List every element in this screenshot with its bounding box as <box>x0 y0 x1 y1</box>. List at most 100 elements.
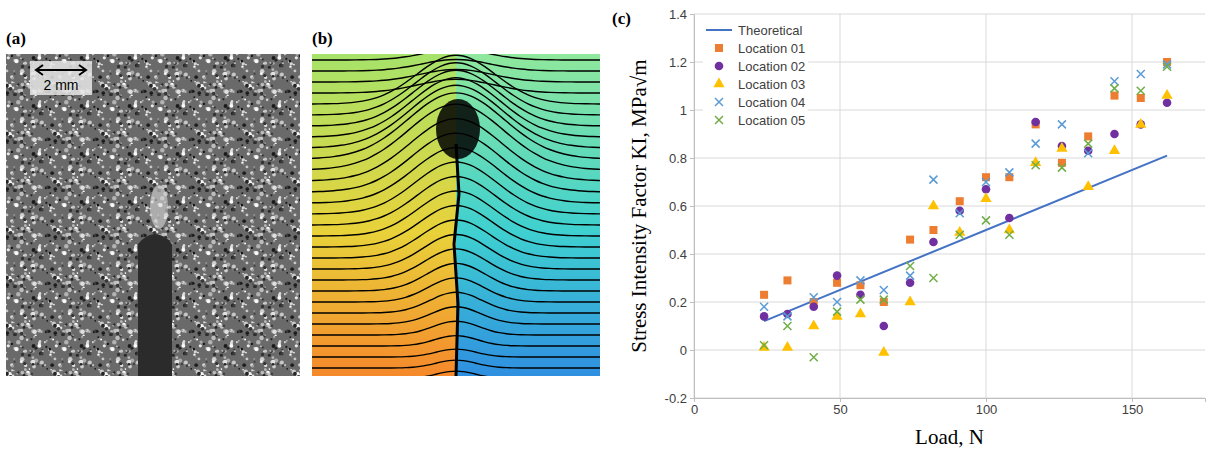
data-point <box>1084 132 1092 140</box>
grid-line-y <box>694 350 1205 351</box>
y-tick-mark <box>690 302 694 303</box>
data-point <box>1031 118 1040 127</box>
data-point <box>782 341 793 351</box>
y-tick-mark <box>690 62 694 63</box>
data-point <box>1137 94 1145 102</box>
data-point <box>906 272 914 280</box>
data-point <box>1084 140 1092 148</box>
y-tick: 0.8 <box>669 151 694 166</box>
data-point <box>929 176 937 184</box>
data-point <box>1083 180 1094 190</box>
data-point <box>1137 87 1145 95</box>
legend-entry: Location 02 <box>715 59 806 74</box>
x-axis: 050100150 <box>691 398 1206 417</box>
contour-field-left <box>312 54 456 376</box>
damage-zone <box>150 185 168 229</box>
data-point <box>929 226 937 234</box>
contour-field-right <box>456 54 600 376</box>
x-tick: 50 <box>833 398 847 417</box>
legend-label: Location 04 <box>738 95 805 110</box>
y-tick-label: 0.8 <box>669 151 687 166</box>
legend-label: Location 03 <box>738 77 805 92</box>
x-tick-label: 50 <box>833 402 847 417</box>
chart: 050100150-0.200.20.40.60.811.21.4Load, N… <box>627 7 1206 449</box>
y-tick-mark <box>690 254 694 255</box>
data-point <box>833 308 841 316</box>
scale-bar-patch <box>30 61 92 95</box>
series-points <box>758 89 1172 356</box>
grid-line-y <box>694 206 1205 207</box>
data-point <box>783 312 791 320</box>
data-point <box>906 279 915 288</box>
grid-line-y <box>694 302 1205 303</box>
x-tick: 100 <box>976 398 998 417</box>
y-tick: 0 <box>680 343 694 358</box>
data-point <box>758 341 769 351</box>
data-point <box>982 185 991 194</box>
data-point <box>808 319 819 329</box>
contour-line <box>312 93 600 159</box>
y-tick: 0.6 <box>669 199 694 214</box>
data-point <box>956 231 964 239</box>
legend-marker <box>715 44 723 52</box>
y-axis-title: Stress Intensity Factor KI, MPa√m <box>627 59 651 352</box>
data-point <box>880 286 888 294</box>
data-point <box>856 296 864 304</box>
data-point <box>1005 168 1013 176</box>
panel-label: (a) <box>6 29 26 48</box>
y-tick-label: 0.4 <box>669 247 687 262</box>
y-tick: 0.4 <box>669 247 694 262</box>
data-point <box>760 291 768 299</box>
data-point <box>956 209 964 217</box>
notch <box>138 234 172 376</box>
data-point <box>1110 77 1118 85</box>
grid-line-x <box>986 14 987 398</box>
panel-label: (c) <box>612 9 631 28</box>
y-tick-label: 0.2 <box>669 295 687 310</box>
y-axis: -0.200.20.40.60.811.21.4 <box>665 7 695 406</box>
data-point <box>760 303 768 311</box>
data-point <box>904 295 915 305</box>
legend-label: Location 05 <box>738 113 805 128</box>
y-tick-label: -0.2 <box>665 391 687 406</box>
y-tick-mark <box>690 398 694 399</box>
legend-entry: Location 04 <box>715 95 805 110</box>
grid-line-x <box>840 14 841 398</box>
data-point <box>1005 231 1013 239</box>
x-tick: 150 <box>1122 398 1144 417</box>
scale-bar-label: 2 mm <box>44 77 79 93</box>
crack <box>454 144 459 376</box>
legend-entry: Location 01 <box>715 41 805 56</box>
x-axis-title: Load, N <box>915 425 984 449</box>
x-tick-label: 100 <box>976 402 998 417</box>
y-tick-label: 1 <box>680 103 687 118</box>
legend-marker <box>715 98 723 106</box>
legend-marker <box>715 116 723 124</box>
marks <box>758 58 1172 361</box>
legend-background <box>703 20 808 131</box>
data-point <box>1110 92 1118 100</box>
y-tick-mark <box>690 14 694 15</box>
data-point <box>1058 120 1066 128</box>
y-tick-label: 1.4 <box>669 7 687 22</box>
contour-line <box>312 79 600 93</box>
data-point <box>810 353 818 361</box>
scale-bar <box>36 69 86 71</box>
data-point <box>760 341 768 349</box>
y-tick: 1 <box>680 103 694 118</box>
panel-label: (b) <box>312 29 333 48</box>
data-point <box>1056 142 1067 152</box>
legend-label: Location 02 <box>738 59 805 74</box>
legend-label: Theoretical <box>738 23 802 38</box>
data-point <box>1032 161 1040 169</box>
data-point <box>982 216 990 224</box>
legend-label: Location 01 <box>738 41 805 56</box>
data-point <box>1135 118 1146 128</box>
grid <box>694 14 1205 398</box>
speckle-image <box>6 54 300 376</box>
data-point <box>856 291 865 300</box>
data-point <box>810 293 818 301</box>
data-point <box>956 197 964 205</box>
y-tick-mark <box>690 206 694 207</box>
data-point <box>878 346 889 356</box>
